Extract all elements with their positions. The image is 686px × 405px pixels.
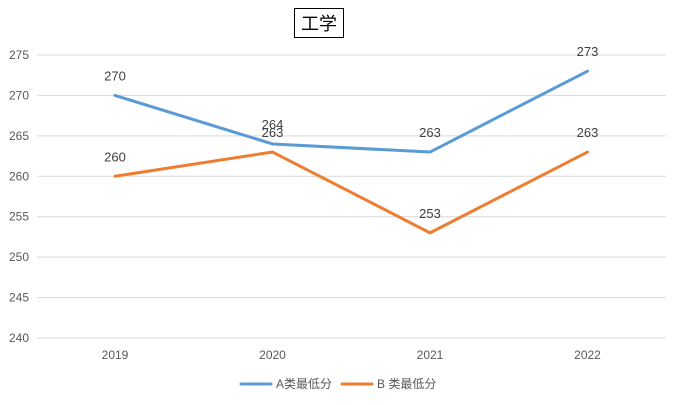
data-label: 263 [262,125,284,140]
x-tick-label: 2019 [102,348,129,362]
data-label: 264 [262,117,284,132]
series-line-1 [113,69,589,154]
legend-label-1: A类最低分 [276,377,332,391]
y-tick-label: 265 [9,129,29,143]
y-tick-label: 275 [9,48,29,62]
legend-label-2: B 类最低分 [377,377,436,391]
data-label: 270 [104,68,126,83]
data-label: 263 [577,125,599,140]
data-label: 263 [419,125,441,140]
x-tick-label: 2021 [417,348,444,362]
y-tick-label: 260 [9,169,29,183]
y-tick-label: 240 [9,331,29,345]
chart-title: 工学 [294,8,344,38]
y-tick-label: 255 [9,210,29,224]
data-label: 273 [577,44,599,59]
x-tick-label: 2020 [259,348,286,362]
y-tick-label: 245 [9,291,29,305]
data-label: 253 [419,206,441,221]
y-tick-label: 270 [9,88,29,102]
y-tick-label: 250 [9,250,29,264]
x-tick-label: 2022 [574,348,601,362]
series-line-2 [113,150,589,235]
data-label: 260 [104,149,126,164]
